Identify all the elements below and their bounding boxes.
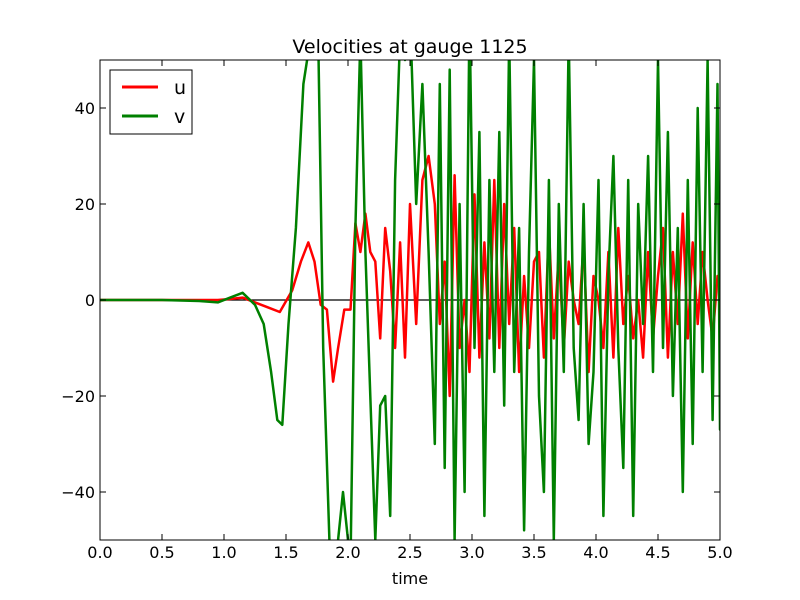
y-tick-label: −40	[61, 483, 95, 502]
x-tick-label: 3.0	[459, 543, 484, 562]
y-tick-label: 40	[75, 99, 95, 118]
x-tick-label: 0.5	[149, 543, 174, 562]
x-tick-label: 3.5	[521, 543, 546, 562]
series-line-v	[100, 60, 720, 540]
y-tick-label: −20	[61, 387, 95, 406]
x-tick-label: 1.0	[211, 543, 236, 562]
x-tick-label: 0.0	[87, 543, 112, 562]
x-axis-label: time	[392, 569, 428, 588]
series-line-u	[100, 154, 720, 398]
legend-label-v: v	[174, 106, 185, 128]
legend-frame	[109, 69, 193, 135]
x-tick-label: 4.0	[583, 543, 608, 562]
x-tick-label: 5.0	[707, 543, 732, 562]
legend-label-u: u	[174, 77, 186, 99]
x-tick-label: 4.5	[645, 543, 670, 562]
y-tick-label: 0	[85, 291, 95, 310]
y-tick-label: 20	[75, 195, 95, 214]
x-tick-label: 2.0	[335, 543, 360, 562]
legend: u v	[109, 69, 193, 135]
chart-title: Velocities at gauge 1125	[292, 36, 527, 58]
x-tick-label: 2.5	[397, 543, 422, 562]
x-tick-label: 1.5	[273, 543, 298, 562]
